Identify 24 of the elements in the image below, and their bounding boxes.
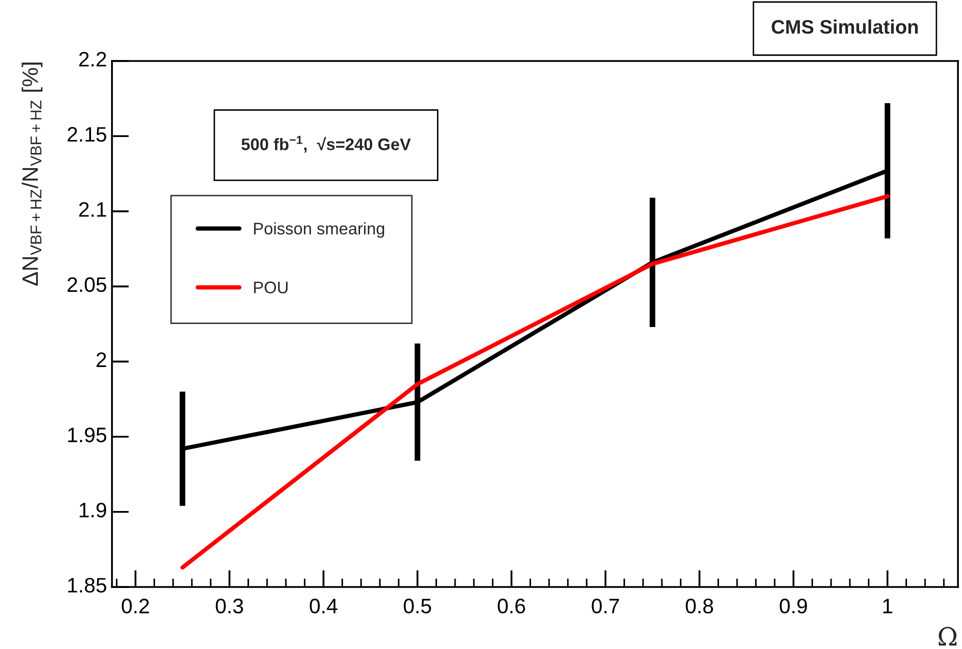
- x-tick-label: 0.2: [122, 598, 149, 614]
- x-tick-label: 0.7: [592, 598, 619, 614]
- y-tick-label: 2.05: [68, 277, 106, 292]
- x-tick-label: 0.4: [310, 598, 338, 614]
- y-tick-label: 1.95: [68, 428, 106, 442]
- y-axis-title: ΔN$_{VBF+HZ}$/N$_{VBF+HZ}$ [%]: [22, 62, 42, 286]
- x-tick-label: 0.6: [498, 598, 526, 614]
- line-series: [180, 194, 890, 570]
- y-tick-label: 2.15: [68, 126, 106, 142]
- y-tick-label: 1.9: [80, 502, 106, 518]
- y-tick-label: 2: [96, 352, 106, 367]
- chart-title: CMS Simulation: [772, 19, 918, 34]
- x-axis-title: Ω: [938, 626, 956, 646]
- x-tick-label: 0.9: [780, 598, 807, 614]
- legend-label: POU: [254, 282, 288, 294]
- x-tick-label: 0.8: [686, 598, 714, 614]
- y-tick-label: 1.85: [68, 578, 106, 593]
- x-tick-label: 0.3: [216, 598, 244, 614]
- legend-label: Poisson smearing: [254, 222, 384, 238]
- x-tick-label: 1: [883, 598, 892, 614]
- annotation: 500 fb$^{−1}$, √s=240 GeV: [242, 136, 411, 153]
- y-tick-label: 2.2: [79, 52, 106, 66]
- x-tick-label: 0.5: [404, 598, 432, 614]
- y-tick-label: 2.1: [79, 202, 106, 217]
